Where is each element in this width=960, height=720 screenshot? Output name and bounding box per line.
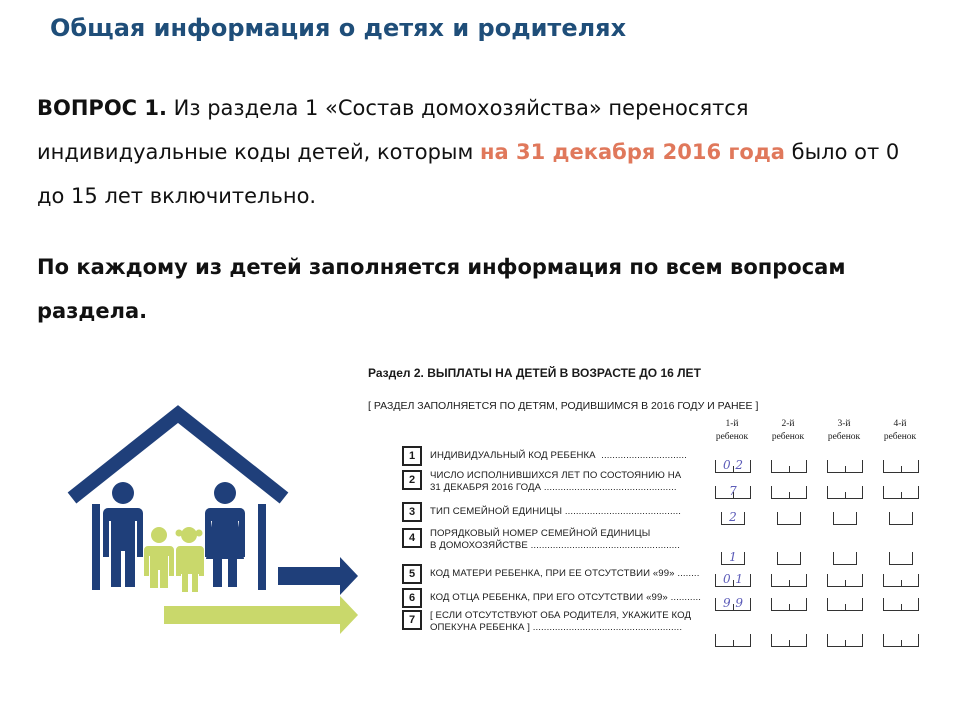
answer-cell[interactable]: 1: [721, 550, 745, 565]
row-label: ТИП СЕМЕЙНОЙ ЕДИНИЦЫ ...................…: [430, 506, 682, 517]
answer-cell[interactable]: [883, 598, 919, 611]
answer-cell[interactable]: 0 2: [715, 458, 751, 473]
green-arrow: [164, 596, 358, 634]
column-header-2: 2-й ребенок: [771, 419, 805, 442]
answer-cell[interactable]: [771, 574, 807, 587]
answer-cell[interactable]: [889, 552, 913, 565]
answer-cell[interactable]: 2: [721, 510, 745, 525]
answer-cell[interactable]: [833, 552, 857, 565]
row-number: 4: [402, 528, 422, 548]
row-label: ЧИСЛО ИСПОЛНИВШИХСЯ ЛЕТ ПО СОСТОЯНИЮ НА …: [430, 470, 682, 493]
answer-cell[interactable]: [827, 486, 863, 499]
answer-cell[interactable]: 0 1: [715, 572, 751, 587]
row-number: 5: [402, 564, 422, 584]
answer-cell[interactable]: [827, 460, 863, 473]
form-row-6: 6 КОД ОТЦА РЕБЕНКА, ПРИ ЕГО ОТСУТСТВИИ «9…: [402, 588, 942, 618]
form-section-2: Раздел 2. ВЫПЛАТЫ НА ДЕТЕЙ В ВОЗРАСТЕ ДО…: [368, 358, 938, 658]
answer-cell[interactable]: [771, 598, 807, 611]
handwritten-value: 0 1: [722, 572, 744, 586]
question-text-after: было от 0 до 15 лет включительно.: [37, 140, 900, 208]
handwritten-value: 2: [729, 510, 737, 524]
form-row-4: 4 ПОРЯДКОВЫЙ НОМЕР СЕМЕЙНОЙ ЕДИНИЦЫ В ДОМ…: [402, 528, 942, 565]
row-label: ИНДИВИДУАЛЬНЫЙ КОД РЕБЕНКА .............…: [430, 450, 687, 461]
answer-cell[interactable]: [777, 552, 801, 565]
form-row-2: 2 ЧИСЛО ИСПОЛНИВШИХСЯ ЛЕТ ПО СОСТОЯНИЮ НА…: [402, 470, 942, 500]
answer-cell[interactable]: [715, 634, 751, 647]
form-title: Раздел 2. ВЫПЛАТЫ НА ДЕТЕЙ В ВОЗРАСТЕ ДО…: [368, 366, 701, 380]
house-roof: [67, 405, 289, 504]
column-header-3: 3-й ребенок: [827, 419, 861, 442]
question-label: ВОПРОС 1.: [37, 96, 167, 120]
row-number: 6: [402, 588, 422, 608]
row-number: 7: [402, 610, 422, 630]
answer-cell[interactable]: [771, 486, 807, 499]
answer-cell[interactable]: [827, 574, 863, 587]
answer-cell[interactable]: 9 9: [715, 596, 751, 611]
mother-figure: [205, 482, 245, 587]
answer-cell[interactable]: [833, 512, 857, 525]
answer-cell[interactable]: [777, 512, 801, 525]
form-note: [ РАЗДЕЛ ЗАПОЛНЯЕТСЯ ПО ДЕТЯМ, РОДИВШИМС…: [368, 400, 759, 412]
row-number: 2: [402, 470, 422, 490]
form-row-5: 5 КОД МАТЕРИ РЕБЕНКА, ПРИ ЕЕ ОТСУТСТВИИ «…: [402, 564, 942, 594]
answer-cell[interactable]: [883, 460, 919, 473]
answer-cell[interactable]: [827, 634, 863, 647]
answer-cell[interactable]: [771, 460, 807, 473]
handwritten-value: 0 2: [722, 458, 744, 472]
answer-cell[interactable]: [883, 486, 919, 499]
page-title: Общая информация о детях и родителях: [50, 14, 627, 42]
blue-arrow: [278, 557, 358, 595]
answer-cell[interactable]: [827, 598, 863, 611]
row-label: КОД ОТЦА РЕБЕНКА, ПРИ ЕГО ОТСУТСТВИИ «99…: [430, 592, 701, 603]
question-text-before: Из раздела 1 «Состав домохозяйства» пере…: [37, 96, 749, 164]
column-header-4: 4-й ребенок: [883, 419, 917, 442]
answer-cell[interactable]: [771, 634, 807, 647]
handwritten-value: 7: [729, 484, 737, 498]
father-figure: [103, 482, 143, 587]
row-label: ПОРЯДКОВЫЙ НОМЕР СЕМЕЙНОЙ ЕДИНИЦЫ В ДОМО…: [430, 528, 680, 551]
row-label: КОД МАТЕРИ РЕБЕНКА, ПРИ ЕЕ ОТСУТСТВИИ «9…: [430, 568, 700, 579]
answer-cell[interactable]: [889, 512, 913, 525]
row-number: 3: [402, 502, 422, 522]
row-number: 1: [402, 446, 422, 466]
form-row-3: 3 ТИП СЕМЕЙНОЙ ЕДИНИЦЫ ..................…: [402, 502, 942, 532]
answer-cell[interactable]: [883, 574, 919, 587]
answer-cell[interactable]: [883, 634, 919, 647]
handwritten-value: 1: [729, 550, 737, 564]
house-family-icon: [67, 405, 358, 634]
row-label: [ ЕСЛИ ОТСУТСТВУЮТ ОБА РОДИТЕЛЯ, УКАЖИТЕ…: [430, 610, 692, 633]
form-row-7: 7 [ ЕСЛИ ОТСУТСТВУЮТ ОБА РОДИТЕЛЯ, УКАЖИТ…: [402, 610, 942, 647]
question-paragraph: ВОПРОС 1. Из раздела 1 «Состав домохозяй…: [37, 86, 927, 218]
answer-cell[interactable]: 7: [715, 484, 751, 499]
girl-figure: [175, 527, 204, 592]
boy-figure: [144, 527, 174, 588]
column-header-1: 1-й ребенок: [715, 419, 749, 442]
instruction-text: По каждому из детей заполняется информац…: [37, 255, 846, 323]
question-highlight: на 31 декабря 2016 года: [480, 140, 785, 164]
handwritten-value: 9 9: [722, 596, 744, 610]
form-row-1: 1 ИНДИВИДУАЛЬНЫЙ КОД РЕБЕНКА ............…: [402, 446, 942, 476]
